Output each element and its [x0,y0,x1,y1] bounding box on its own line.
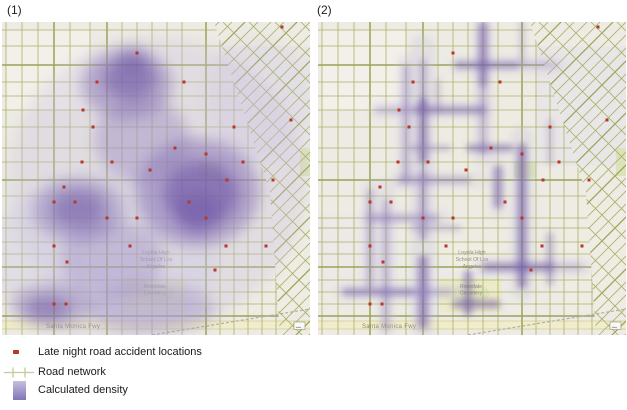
accident-point [204,216,208,220]
accident-point [65,260,69,264]
road-network-marker-icon [4,367,34,377]
legend-road-label: Road network [38,366,106,378]
accident-point [95,80,99,84]
accident-point [289,118,293,122]
accident-point [91,125,95,129]
accident-point [489,146,493,150]
accident-point [64,302,68,306]
accident-marker-icon [13,349,19,354]
accident-point [135,216,139,220]
accident-point [557,160,561,164]
accident-point [128,244,132,248]
legend-item-road-network: Road network [0,365,106,379]
accident-point [52,200,56,204]
legend-item-accidents: Late night road accident locations [0,345,202,358]
accident-point [397,108,401,112]
accident-point [62,185,66,189]
accident-point [541,178,545,182]
accident-point [73,200,77,204]
accident-point [52,244,56,248]
accident-point [232,125,236,129]
accident-point [580,244,584,248]
legend-density-label: Calculated density [38,384,128,396]
map-label-school: School Of Los [456,257,489,263]
accident-point [380,302,384,306]
accident-point [407,125,411,129]
map-credit-logo-icon [293,321,306,330]
accident-point [213,268,217,272]
accident-point [271,178,275,182]
accident-point [548,125,552,129]
accident-point [204,152,208,156]
legend-item-density: Calculated density [0,379,128,401]
accident-point [224,244,228,248]
accident-point [498,80,502,84]
network-density-layer [334,22,592,335]
accident-point [264,244,268,248]
accident-point [520,152,524,156]
density-gradient-swatch-icon [13,380,26,400]
accident-point [596,25,600,29]
accident-point [80,160,84,164]
accident-points-layer [52,25,293,306]
accident-point [451,51,455,55]
accident-point [81,108,85,112]
accident-point [280,25,284,29]
panel-1-label: (1) [7,3,22,17]
accident-point [529,268,533,272]
accident-point [187,200,191,204]
accident-point [110,160,114,164]
accident-point [241,160,245,164]
accident-point [378,185,382,189]
accident-point [135,51,139,55]
accident-point [368,244,372,248]
panel-2-label: (2) [317,3,332,17]
accident-point [225,178,229,182]
accident-point [368,200,372,204]
legend-accident-label: Late night road accident locations [38,345,202,358]
accident-point [444,244,448,248]
accident-point [368,302,372,306]
accident-point [451,216,455,220]
accident-point [587,178,591,182]
accident-point [52,302,56,306]
rail-line [467,308,626,335]
accident-point [464,168,468,172]
accident-point [421,216,425,220]
accident-point [182,80,186,84]
accident-point [173,146,177,150]
map-label-school: Angeles [463,264,482,270]
accident-points-layer [368,25,609,306]
accident-point [503,200,507,204]
accident-point [520,216,524,220]
park-area [616,148,626,176]
accident-point [148,168,152,172]
map-label-school: Loyola High [458,250,486,256]
map-credit-logo-icon [609,321,622,330]
accident-point [540,244,544,248]
accident-point [381,260,385,264]
accident-point [105,216,109,220]
accident-point [411,80,415,84]
accident-point [426,160,430,164]
accident-point [389,200,393,204]
accident-point [605,118,609,122]
accident-point [396,160,400,164]
